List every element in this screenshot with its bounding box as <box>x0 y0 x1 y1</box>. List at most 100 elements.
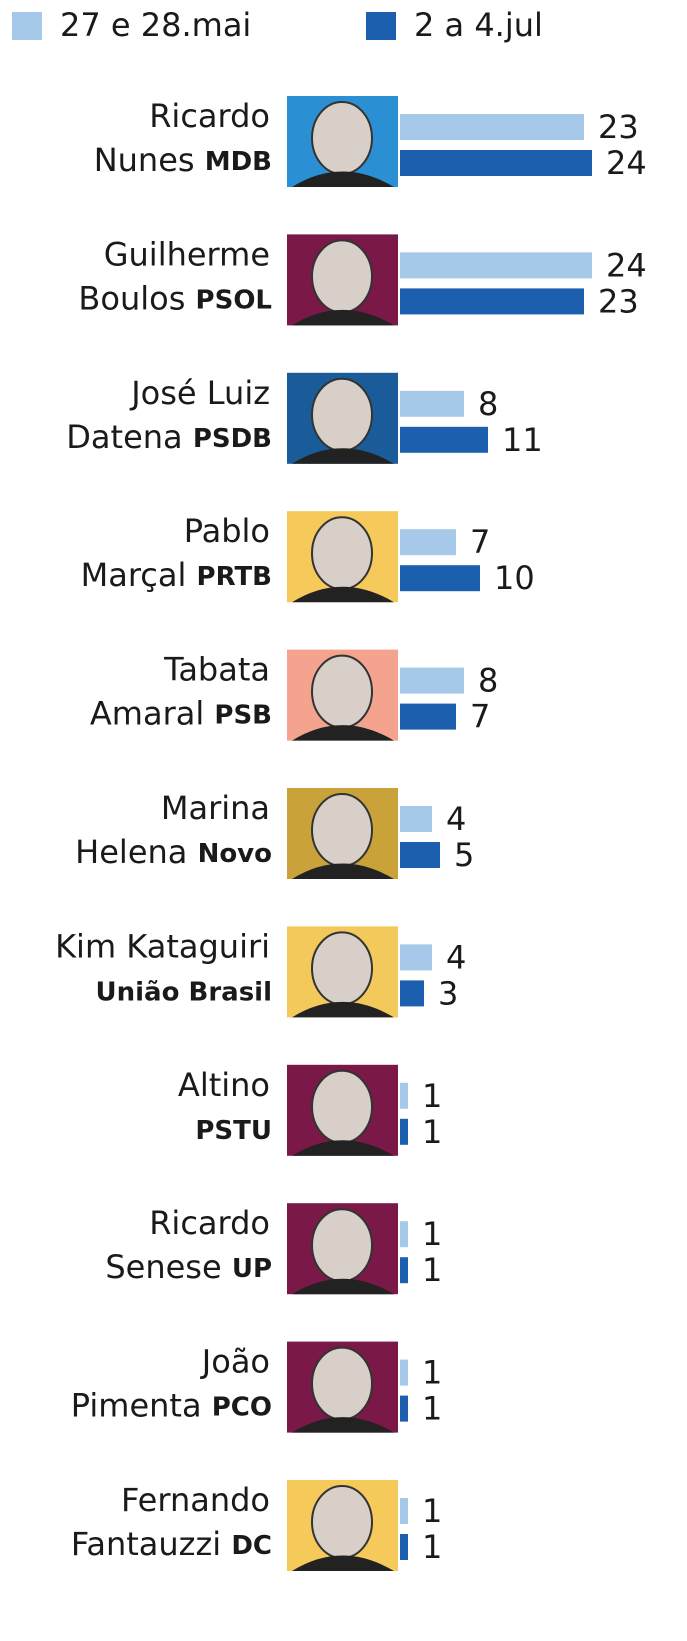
bar <box>400 1498 408 1524</box>
candidate-party: UP <box>232 1254 272 1284</box>
photo-face <box>311 654 373 729</box>
photo-face <box>311 101 373 175</box>
photo-shoulders <box>292 1140 394 1156</box>
bar <box>400 703 456 730</box>
bar <box>400 565 480 592</box>
legend-swatch <box>12 12 42 40</box>
candidate-first-name: João <box>200 1343 270 1381</box>
value-label: 4 <box>446 800 466 838</box>
value-label: 5 <box>454 836 474 874</box>
candidate-party: PRTB <box>197 562 272 592</box>
candidate-name: PSTU <box>195 1115 272 1145</box>
candidate-name: José Luiz <box>129 374 270 412</box>
candidate-last-name: Helena <box>75 833 187 871</box>
candidate-party: PCO <box>212 1392 272 1422</box>
candidate-last-name: Marçal <box>81 556 187 594</box>
photo-face <box>311 239 373 314</box>
photo-shoulders <box>292 1278 394 1295</box>
bar <box>400 1082 408 1109</box>
candidate-party: MDB <box>205 147 272 177</box>
value-label: 10 <box>494 559 535 597</box>
candidate-first-name: Ricardo <box>149 97 270 135</box>
candidate-party: PSTU <box>195 1115 272 1145</box>
value-label: 1 <box>422 1113 442 1151</box>
candidate-name: Tabata <box>163 651 270 689</box>
legend-label: 2 a 4.jul <box>414 6 543 44</box>
candidate-name: Fernando <box>121 1481 270 1519</box>
candidate-party: PSDB <box>193 423 272 453</box>
photo-shoulders <box>292 586 394 603</box>
bar <box>400 1395 408 1422</box>
photo-shoulders <box>292 171 394 187</box>
candidate-name: Datena PSDB <box>66 418 272 456</box>
value-label: 1 <box>422 1528 442 1566</box>
bar <box>400 806 432 832</box>
candidate-name: Pablo <box>184 512 270 550</box>
bar <box>400 944 432 971</box>
value-label: 4 <box>446 938 466 976</box>
value-label: 1 <box>422 1077 442 1115</box>
candidate-last-name: Amaral <box>90 695 204 733</box>
bar <box>400 150 592 176</box>
legend-label: 27 e 28.mai <box>60 6 251 44</box>
candidate-name: Boulos PSOL <box>78 279 272 317</box>
candidate-last-name: Senese <box>105 1248 221 1286</box>
candidate-first-name: Guilherme <box>104 235 270 273</box>
candidate-name: Ricardo <box>149 97 270 135</box>
candidate-name: Kim Kataguiri <box>55 927 270 965</box>
photo-shoulders <box>292 1555 394 1571</box>
photo-shoulders <box>292 1417 394 1433</box>
value-label: 7 <box>470 523 490 561</box>
bar <box>400 667 464 694</box>
candidate-name: Nunes MDB <box>94 141 272 179</box>
photo-face <box>311 1346 373 1421</box>
candidate-party: União Brasil <box>96 977 272 1007</box>
value-label: 24 <box>606 246 647 284</box>
bar <box>400 1534 408 1560</box>
candidate-first-name: Kim Kataguiri <box>55 927 270 965</box>
bar <box>400 114 584 140</box>
candidate-first-name: Tabata <box>163 651 270 689</box>
candidate-name: Marina <box>161 789 270 827</box>
candidate-last-name: Fantauzzi <box>71 1525 221 1563</box>
photo-shoulders <box>292 863 394 879</box>
candidate-name: João <box>200 1343 270 1381</box>
bar <box>400 252 592 279</box>
bar <box>400 1221 408 1248</box>
candidate-party: PSB <box>214 700 272 730</box>
photo-face <box>311 931 373 1006</box>
bar <box>400 426 488 453</box>
value-label: 23 <box>598 108 639 146</box>
candidate-last-name: Datena <box>66 418 182 456</box>
value-label: 23 <box>598 282 639 320</box>
candidate-last-name: Boulos <box>78 279 185 317</box>
value-label: 7 <box>470 698 490 736</box>
legend-swatch <box>366 12 396 40</box>
candidate-name: Guilherme <box>104 235 270 273</box>
photo-face <box>311 1208 373 1283</box>
photo-face <box>311 516 373 591</box>
photo-face <box>311 1069 373 1144</box>
photo-face <box>311 377 373 452</box>
value-label: 24 <box>606 144 647 182</box>
candidate-first-name: Pablo <box>184 512 270 550</box>
candidate-name: Marçal PRTB <box>81 556 272 594</box>
candidate-party: PSOL <box>196 285 272 315</box>
candidate-name: Ricardo <box>149 1204 270 1242</box>
candidate-name: Fantauzzi DC <box>71 1525 272 1563</box>
bar <box>400 288 584 315</box>
bar <box>400 1359 408 1386</box>
candidate-first-name: José Luiz <box>129 374 270 412</box>
value-label: 1 <box>422 1215 442 1253</box>
candidate-first-name: Marina <box>161 789 270 827</box>
photo-face <box>311 1485 373 1559</box>
photo-shoulders <box>292 725 394 741</box>
bar <box>400 1118 408 1145</box>
candidate-name: Helena Novo <box>75 833 272 871</box>
bar <box>400 980 424 1007</box>
value-label: 8 <box>478 385 498 423</box>
value-label: 1 <box>422 1354 442 1392</box>
candidate-party: DC <box>231 1531 272 1561</box>
value-label: 11 <box>502 421 543 459</box>
